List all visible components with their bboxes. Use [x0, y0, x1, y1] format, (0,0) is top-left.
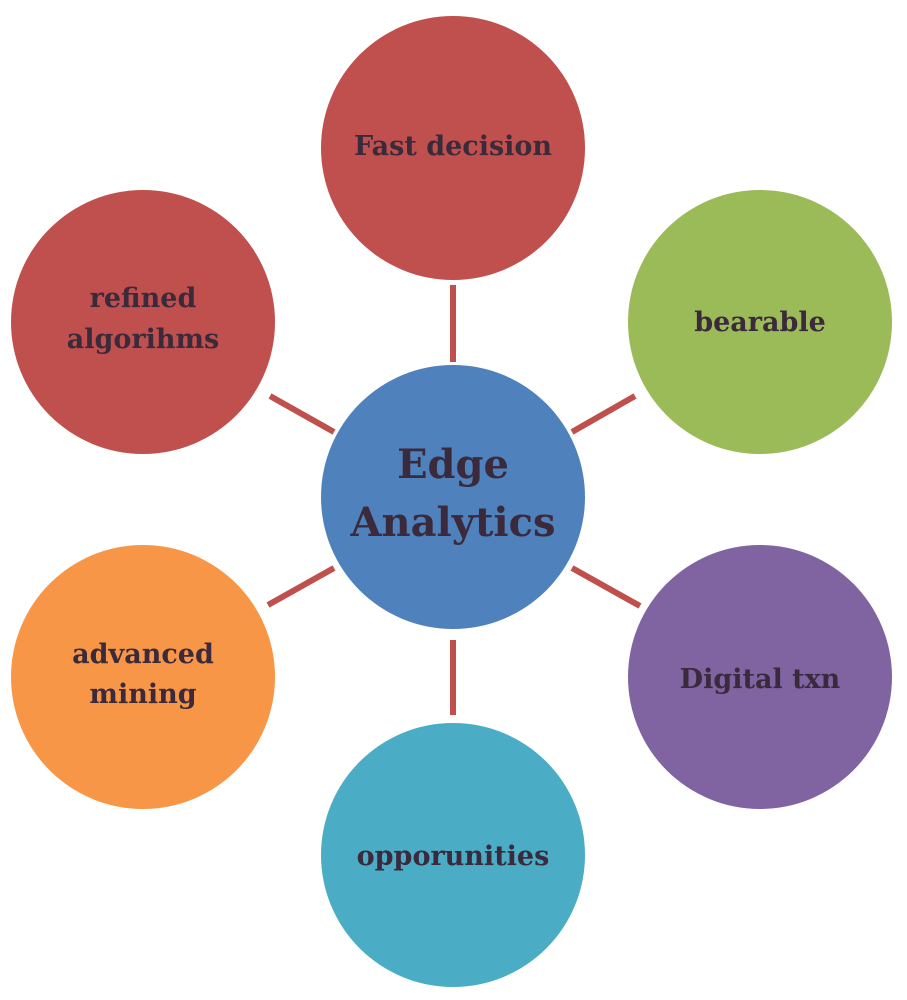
node-label-line2: algorihms — [67, 324, 220, 355]
node-opporunities: opporunities — [321, 723, 585, 987]
center-node-edge-analytics: Edge Analytics — [321, 365, 585, 629]
node-label-line1: advanced — [72, 639, 214, 670]
node-label-line1: opporunities — [357, 841, 550, 872]
node-circle-opporunities — [321, 723, 585, 987]
center-circle — [321, 365, 585, 629]
connector-refined-algorihms — [268, 393, 336, 435]
connector-bearable — [570, 393, 637, 435]
node-label-line1: Fast decision — [354, 131, 552, 162]
node-fast-decision: Fast decision — [321, 16, 585, 280]
connector-advanced-mining — [266, 565, 336, 608]
node-circle-advanced-mining — [11, 545, 275, 809]
node-refined-algorihms: refined algorihms — [11, 190, 275, 454]
center-label-line2: Analytics — [349, 499, 555, 546]
node-label-line1: refined — [90, 283, 197, 314]
connectors — [266, 285, 642, 715]
node-circle-refined-algorihms — [11, 190, 275, 454]
node-advanced-mining: advanced mining — [11, 545, 275, 809]
node-circle-bearable — [628, 190, 892, 454]
node-label-line1: bearable — [694, 307, 826, 338]
node-bearable: bearable — [628, 190, 892, 454]
node-circle-fast-decision — [321, 16, 585, 280]
node-label-line1: Digital txn — [680, 664, 841, 695]
node-label-line2: mining — [89, 679, 196, 710]
node-circle-digital-txn — [628, 545, 892, 809]
connector-digital-txn — [570, 565, 642, 609]
node-digital-txn: Digital txn — [628, 545, 892, 809]
center-label-line1: Edge — [397, 441, 509, 488]
